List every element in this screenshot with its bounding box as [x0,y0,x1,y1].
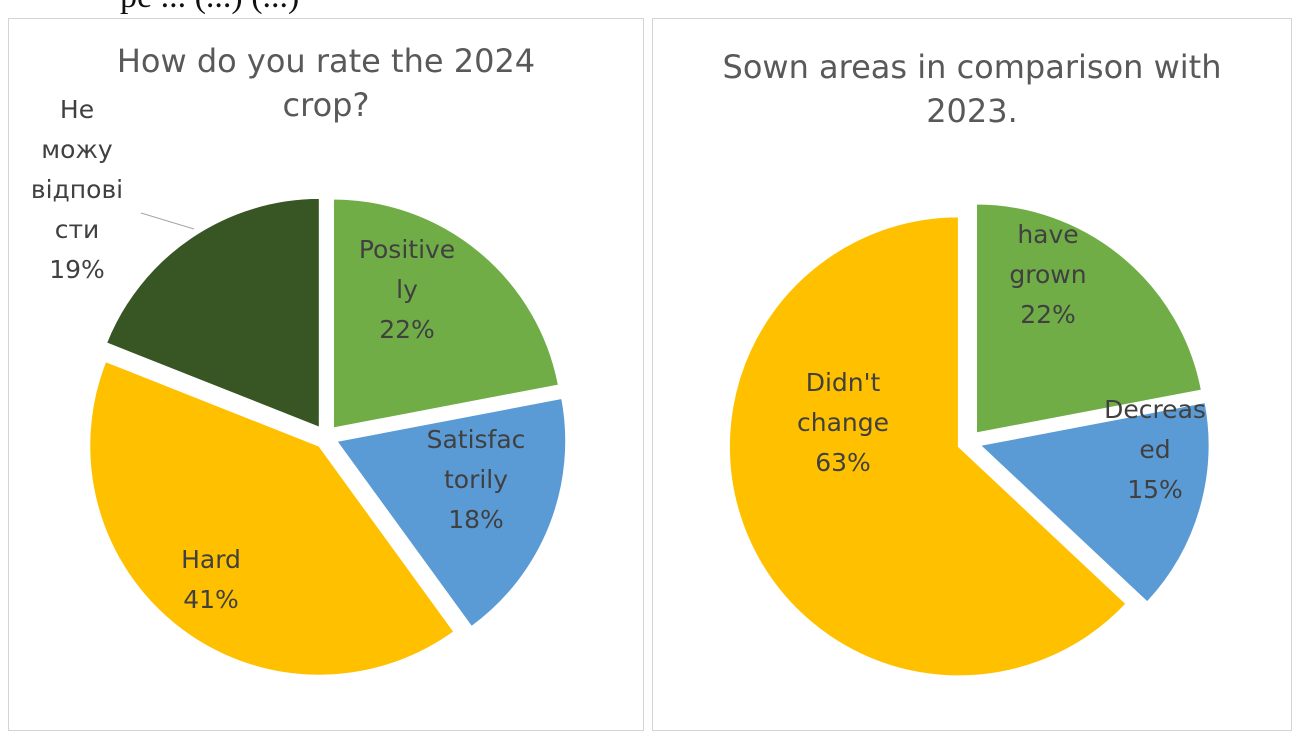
pie-slice [334,396,568,629]
chart-panel-sown-areas: Sown areas in comparison with 2023. have… [652,18,1292,731]
slice-data-label: Decreas ed 15% [1104,395,1206,504]
chart-panel-crop-rating: How do you rate the 2024 crop? Positive l… [8,18,644,731]
slice-data-label: Satisfac torily 18% [427,425,526,534]
pie-slice [977,400,1211,604]
slice-data-label: Не можу відпові сти 19% [31,95,123,284]
slice-data-label: Hard 41% [181,545,241,614]
leader-line [140,212,195,230]
pie-slice [88,359,456,677]
slice-data-label: have grown 22% [1009,220,1086,329]
pie-slice [727,215,1128,678]
pie-slice [332,197,561,430]
slice-data-label: Positive ly 22% [359,235,455,344]
pie-chart-sown-areas: have grown 22%Decreas ed 15% Didn't change 63% [727,202,1211,678]
chart-title: How do you rate the 2024 crop? [116,42,536,124]
figure-caption-fragment: pe ... (...) (...) [120,0,299,16]
pie-slice [104,196,321,430]
slice-data-label: Didn't change 63% [797,368,889,477]
pie-chart-crop-rating: Positive ly 22% Satisfac torily 18% Hard 41% Не м… [31,95,568,677]
chart-title: Sown areas in comparison with 2023. [722,48,1222,130]
pie-slice [975,202,1204,435]
